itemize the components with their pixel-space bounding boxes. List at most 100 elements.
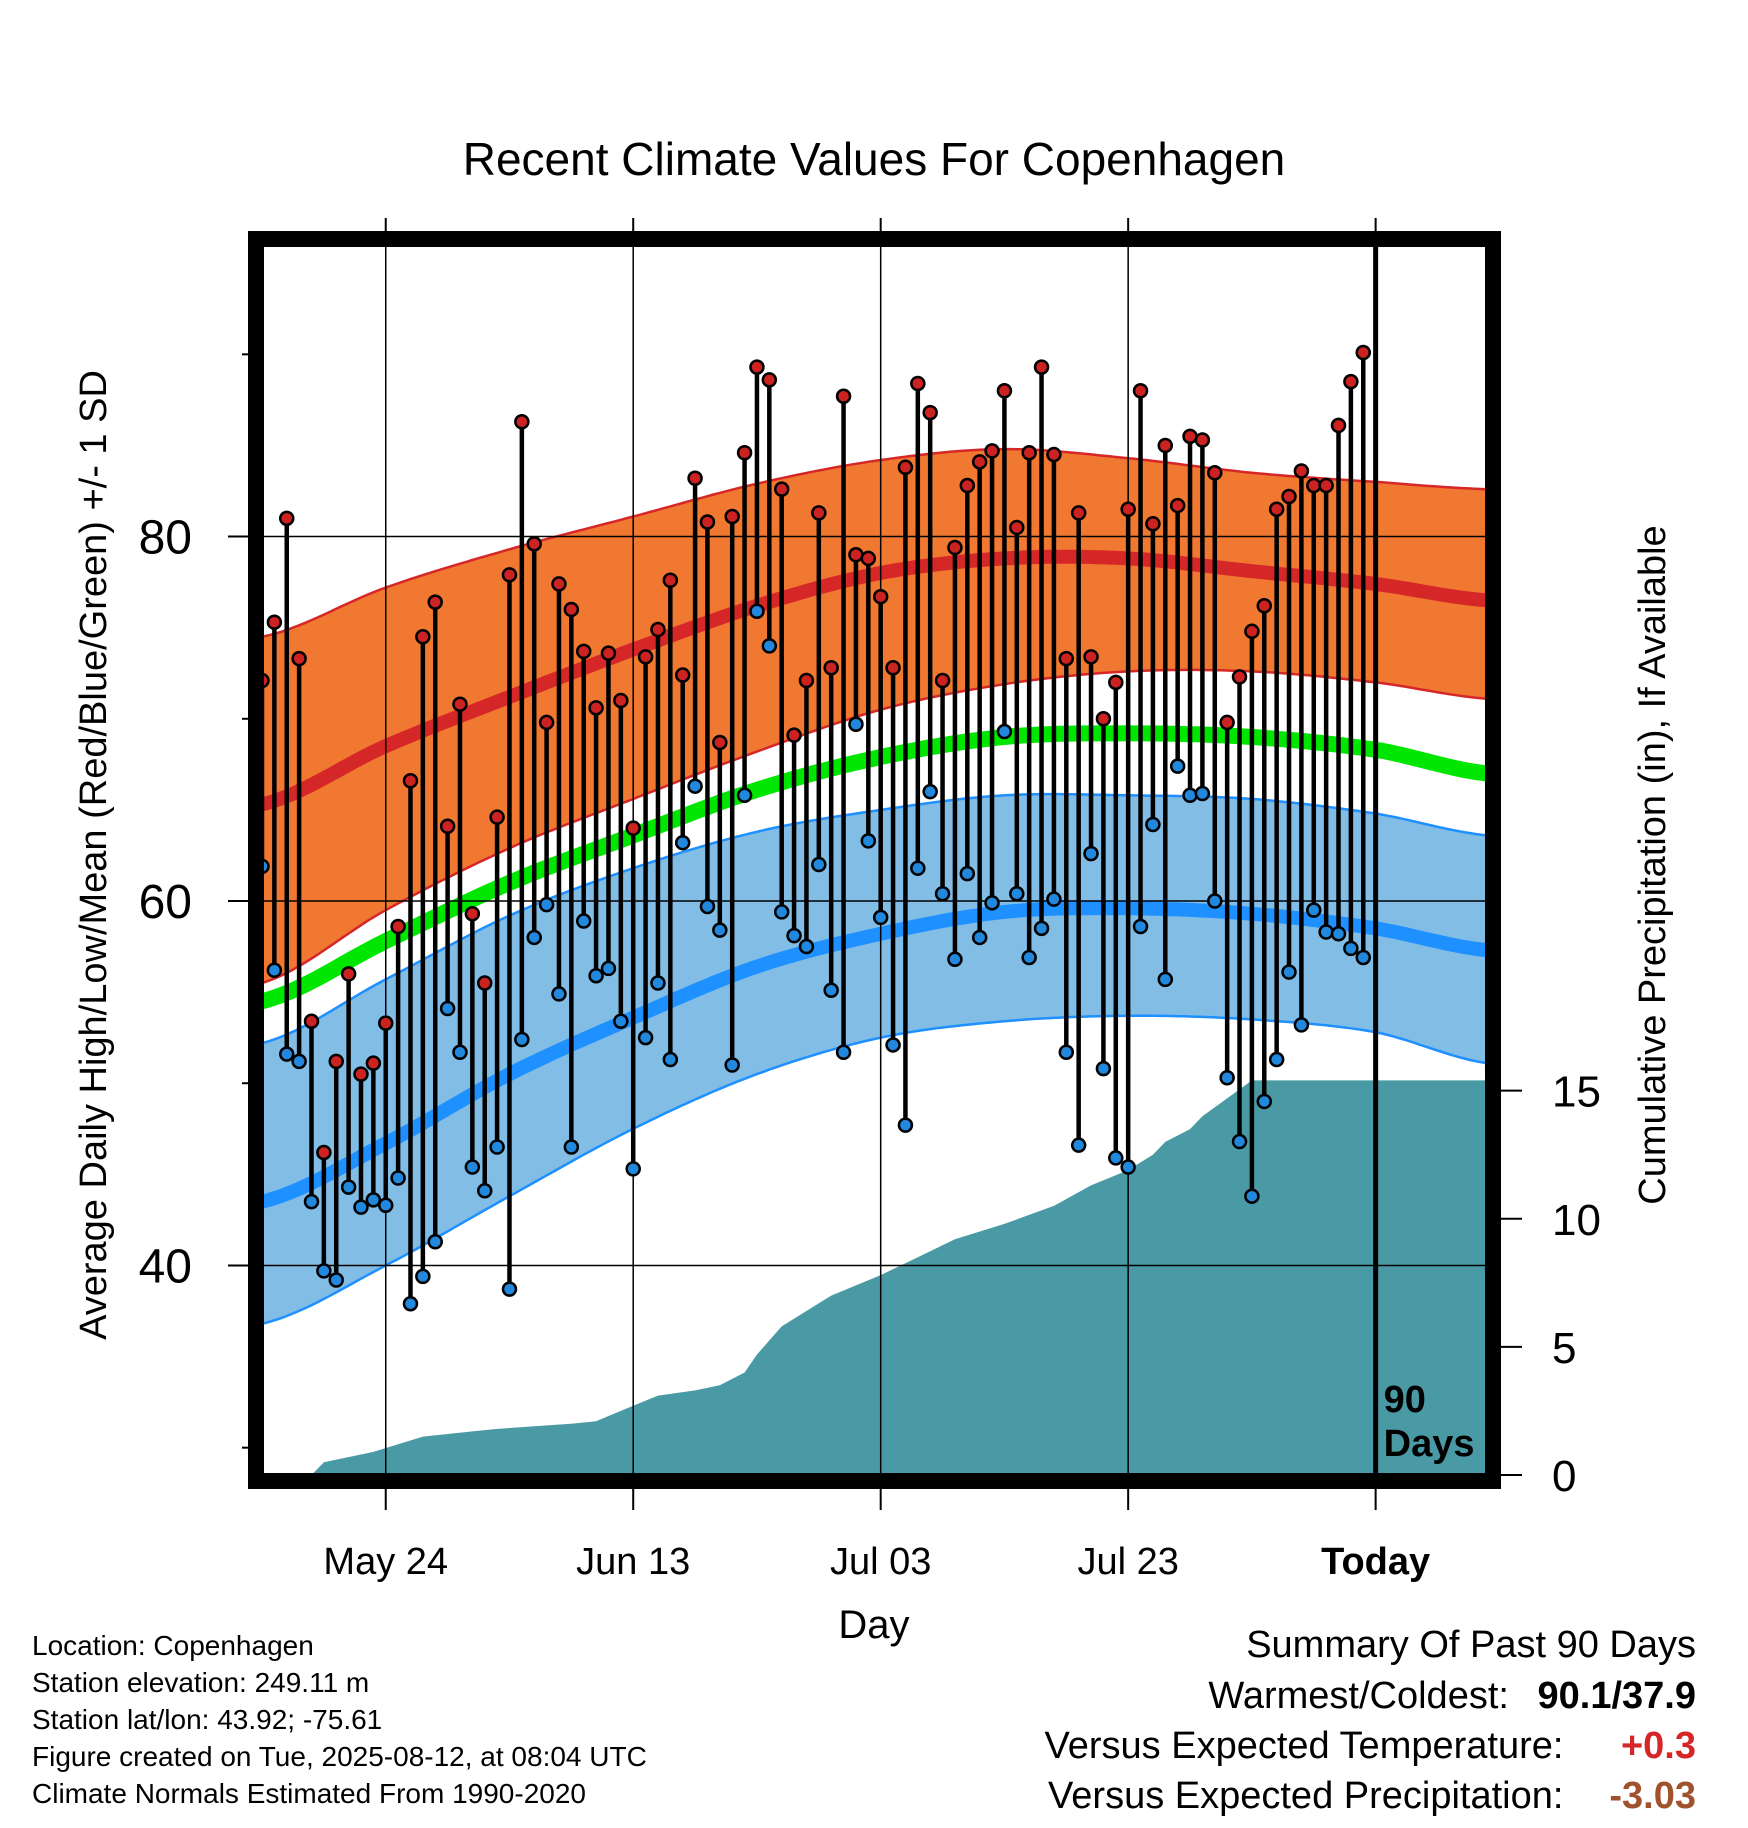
daily-high-point — [1009, 519, 1025, 536]
today-days-label: 90 — [1384, 1379, 1426, 1421]
summary-temp-label: Versus Expected Temperature: — [1044, 1725, 1564, 1767]
daily-high-point — [1256, 598, 1273, 614]
daily-low-point — [996, 723, 1013, 740]
daily-high-point — [464, 906, 481, 922]
daily-low-point — [786, 927, 802, 944]
y-tick-label: 40 — [139, 1240, 192, 1293]
daily-low-point — [1207, 893, 1223, 909]
daily-high-point — [1021, 444, 1037, 461]
daily-high-point — [823, 660, 839, 676]
daily-high-point — [798, 672, 815, 689]
daily-low-point — [1256, 1093, 1273, 1110]
daily-low-point — [588, 967, 604, 984]
daily-high-point — [996, 383, 1013, 399]
daily-high-point — [1306, 477, 1322, 494]
daily-high-point — [1145, 516, 1161, 532]
daily-low-point — [464, 1159, 481, 1175]
daily-low-point — [1145, 816, 1161, 833]
daily-high-point — [1070, 505, 1087, 521]
daily-high-point — [650, 621, 666, 638]
daily-low-point — [1182, 787, 1198, 804]
daily-high-point — [266, 614, 283, 630]
daily-low-point — [1355, 949, 1372, 966]
daily-low-point — [712, 922, 728, 938]
summary-warmest-label: Warmest/Coldest: — [1208, 1675, 1509, 1717]
daily-high-point — [340, 966, 357, 982]
daily-high-point — [353, 1066, 369, 1082]
daily-high-point — [947, 539, 963, 556]
daily-high-point — [1083, 649, 1099, 665]
daily-low-point — [1095, 1060, 1112, 1077]
daily-high-point — [563, 601, 580, 618]
daily-high-point — [575, 643, 592, 660]
daily-low-point — [699, 898, 716, 915]
info-elevation: Station elevation: 249.11 m — [32, 1667, 370, 1698]
daily-low-point — [390, 1170, 406, 1186]
daily-high-point — [1355, 344, 1372, 361]
daily-high-point — [1157, 437, 1174, 454]
daily-high-point — [600, 645, 617, 661]
daily-high-point — [291, 650, 307, 667]
daily-high-point — [1108, 674, 1124, 691]
summary-warmest: Warmest/Coldest: 90.1/37.9 — [1208, 1675, 1696, 1718]
daily-low-point — [1033, 920, 1050, 937]
daily-low-point — [1083, 845, 1099, 862]
info-created: Figure created on Tue, 2025-08-12, at 08… — [32, 1741, 647, 1772]
y2-tick-label: 5 — [1552, 1324, 1576, 1373]
daily-low-point — [947, 951, 963, 968]
info-latlon: Station lat/lon: 43.92; -75.61 — [32, 1704, 383, 1735]
daily-high-point — [699, 514, 716, 530]
daily-low-point — [489, 1139, 505, 1155]
daily-high-point — [1244, 623, 1260, 640]
daily-high-point — [885, 660, 901, 676]
daily-low-point — [860, 833, 877, 849]
x-axis-label: Day — [838, 1603, 909, 1647]
daily-high-point — [971, 454, 988, 470]
daily-low-point — [353, 1199, 369, 1215]
daily-high-point — [526, 536, 542, 552]
summary-precip-label: Versus Expected Precipitation: — [1048, 1775, 1564, 1817]
daily-low-point — [650, 975, 666, 991]
daily-low-point — [415, 1268, 431, 1285]
daily-low-point — [1108, 1150, 1124, 1166]
daily-low-point — [1293, 1017, 1310, 1033]
daily-low-point — [328, 1272, 344, 1288]
y2-tick-label: 10 — [1552, 1196, 1601, 1245]
high-normal-line — [262, 549, 1487, 812]
x-tick-label: Today — [1321, 1541, 1430, 1583]
daily-high-point — [588, 700, 604, 716]
daily-high-point — [848, 547, 864, 563]
daily-low-point — [1046, 891, 1062, 907]
daily-high-point — [934, 672, 951, 689]
daily-high-point — [749, 359, 765, 375]
daily-high-point — [390, 918, 406, 935]
summary-temp-value: +0.3 — [1620, 1725, 1696, 1767]
daily-low-point — [575, 913, 592, 929]
daily-high-point — [984, 443, 1000, 459]
low-normal-line — [262, 901, 1487, 1209]
daily-high-point — [662, 572, 679, 589]
daily-high-point — [1219, 714, 1235, 731]
daily-low-point — [526, 929, 542, 946]
daily-low-point — [538, 896, 555, 913]
daily-high-point — [736, 444, 753, 461]
daily-low-point — [971, 929, 988, 946]
daily-high-point — [625, 820, 641, 836]
daily-high-point — [1095, 711, 1112, 727]
daily-low-point — [1281, 964, 1297, 980]
daily-high-point — [452, 696, 468, 712]
daily-high-point — [489, 809, 505, 825]
daily-low-point — [773, 904, 790, 920]
daily-low-point — [1330, 926, 1347, 942]
daily-low-point — [848, 716, 864, 732]
daily-high-point — [835, 388, 852, 404]
daily-low-point — [1169, 758, 1186, 774]
daily-high-point — [439, 818, 456, 835]
daily-low-point — [1009, 885, 1025, 902]
daily-high-point — [761, 372, 778, 388]
daily-low-point — [278, 1046, 295, 1062]
precip-area — [262, 1080, 1487, 1475]
x-tick-label: Jul 23 — [1077, 1541, 1178, 1583]
daily-high-point — [316, 1144, 332, 1161]
